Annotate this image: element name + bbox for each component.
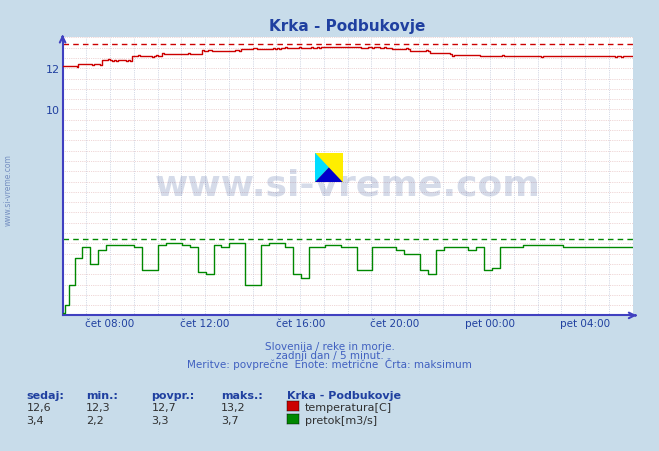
- Text: www.si-vreme.com: www.si-vreme.com: [3, 153, 13, 226]
- Text: 12,6: 12,6: [26, 402, 51, 412]
- Text: 3,7: 3,7: [221, 415, 239, 425]
- Text: temperatura[C]: temperatura[C]: [305, 402, 392, 412]
- Text: 12,3: 12,3: [86, 402, 110, 412]
- Text: maks.:: maks.:: [221, 390, 262, 400]
- Text: 12,7: 12,7: [152, 402, 177, 412]
- Text: 3,3: 3,3: [152, 415, 169, 425]
- Text: Meritve: povprečne  Enote: metrične  Črta: maksimum: Meritve: povprečne Enote: metrične Črta:…: [187, 358, 472, 369]
- Text: 3,4: 3,4: [26, 415, 44, 425]
- Polygon shape: [315, 168, 343, 183]
- Text: Krka - Podbukovje: Krka - Podbukovje: [287, 390, 401, 400]
- Text: 13,2: 13,2: [221, 402, 245, 412]
- Text: Slovenija / reke in morje.: Slovenija / reke in morje.: [264, 341, 395, 351]
- Polygon shape: [315, 153, 329, 183]
- Text: povpr.:: povpr.:: [152, 390, 195, 400]
- Title: Krka - Podbukovje: Krka - Podbukovje: [270, 19, 426, 34]
- Text: sedaj:: sedaj:: [26, 390, 64, 400]
- Text: pretok[m3/s]: pretok[m3/s]: [305, 415, 377, 425]
- Text: 2,2: 2,2: [86, 415, 103, 425]
- Text: www.si-vreme.com: www.si-vreme.com: [155, 168, 540, 202]
- Text: zadnji dan / 5 minut.: zadnji dan / 5 minut.: [275, 350, 384, 360]
- Text: min.:: min.:: [86, 390, 117, 400]
